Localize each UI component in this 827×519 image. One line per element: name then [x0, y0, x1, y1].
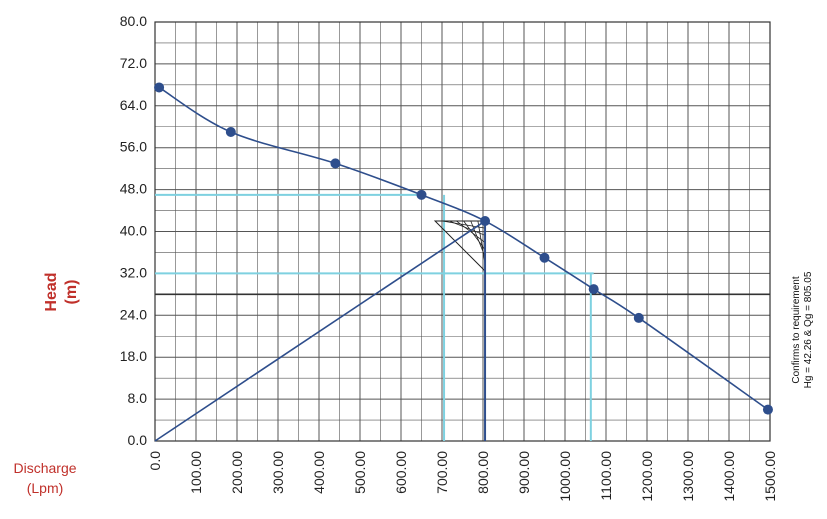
data-point	[225, 126, 236, 137]
data-point	[633, 312, 644, 323]
x-tick-label: 400.00	[311, 451, 327, 494]
operating-region-hatch	[433, 220, 486, 273]
hatch-outline	[433, 220, 486, 273]
data-point	[480, 216, 491, 227]
hatch-line	[456, 220, 486, 243]
y-tick-label: 8.0	[128, 390, 148, 406]
data-point	[330, 158, 341, 169]
data-point	[762, 404, 773, 415]
x-axis-label-line: (Lpm)	[27, 480, 64, 496]
y-tick-label: 24.0	[120, 306, 147, 322]
x-tick-label: 100.00	[188, 451, 204, 494]
requirement-note-line: Hg = 42.26 & Qg = 805.05	[803, 271, 814, 388]
pump-curve	[158, 86, 769, 411]
y-tick-label: 40.0	[120, 223, 147, 239]
system-curve	[154, 220, 486, 442]
y-axis-label: Head (m)	[43, 272, 80, 311]
y-axis-label-line: (m)	[63, 280, 80, 305]
x-tick-label: 1200.00	[639, 451, 655, 502]
x-tick-label: 300.00	[270, 451, 286, 494]
x-tick-label: 0.0	[147, 451, 163, 471]
y-tick-label: 80.0	[120, 13, 147, 29]
x-tick-labels: 0.0 100.00 200.00 300.00 400.00 500.00 600.00 7…	[147, 451, 778, 502]
x-tick-label: 200.00	[229, 451, 245, 494]
x-tick-label: 1100.00	[598, 451, 614, 501]
x-tick-label: 900.00	[516, 451, 532, 494]
y-tick-label: 72.0	[120, 55, 147, 71]
curves	[154, 86, 769, 442]
y-axis-label-line: Head	[43, 272, 60, 311]
y-tick-label: 18.0	[120, 348, 147, 364]
chart-grid	[154, 21, 771, 442]
x-tick-label: 800.00	[475, 451, 491, 494]
x-tick-label: 500.00	[352, 451, 368, 494]
requirement-note-line: Confirms to requirement	[791, 276, 802, 383]
y-tick-label: 48.0	[120, 181, 147, 197]
x-tick-label: 600.00	[393, 451, 409, 494]
x-tick-label: 1000.00	[557, 451, 573, 502]
axis-labels: Head (m) Discharge (Lpm) Confirms to require…	[13, 271, 814, 496]
data-point	[588, 284, 599, 295]
plot-border	[154, 21, 771, 442]
x-tick-label: 1300.00	[680, 451, 696, 502]
x-axis-label-line: Discharge	[13, 460, 76, 476]
y-tick-label: 64.0	[120, 97, 147, 113]
data-point	[539, 252, 550, 263]
data-points	[154, 82, 773, 415]
x-axis-label: Discharge (Lpm)	[13, 460, 76, 496]
data-point	[154, 82, 165, 93]
hatch-line	[449, 220, 486, 236]
data-point	[416, 189, 427, 200]
hatch-line	[477, 220, 486, 264]
x-tick-label: 1500.00	[762, 451, 778, 502]
x-tick-label: 1400.00	[721, 451, 737, 502]
y-tick-label: 56.0	[120, 139, 147, 155]
requirement-note: Confirms to requirementHg = 42.26 & Qg =…	[791, 271, 814, 388]
hatch-line	[442, 220, 486, 229]
y-tick-label: 32.0	[120, 264, 147, 280]
x-tick-label: 700.00	[434, 451, 450, 494]
y-tick-label: 0.0	[128, 432, 148, 448]
y-tick-labels: 0.0 8.0 18.0 24.0 32.0 40.0 48.0 56.0 64.0 72.0 80…	[120, 13, 147, 448]
guide-lines	[155, 193, 594, 441]
